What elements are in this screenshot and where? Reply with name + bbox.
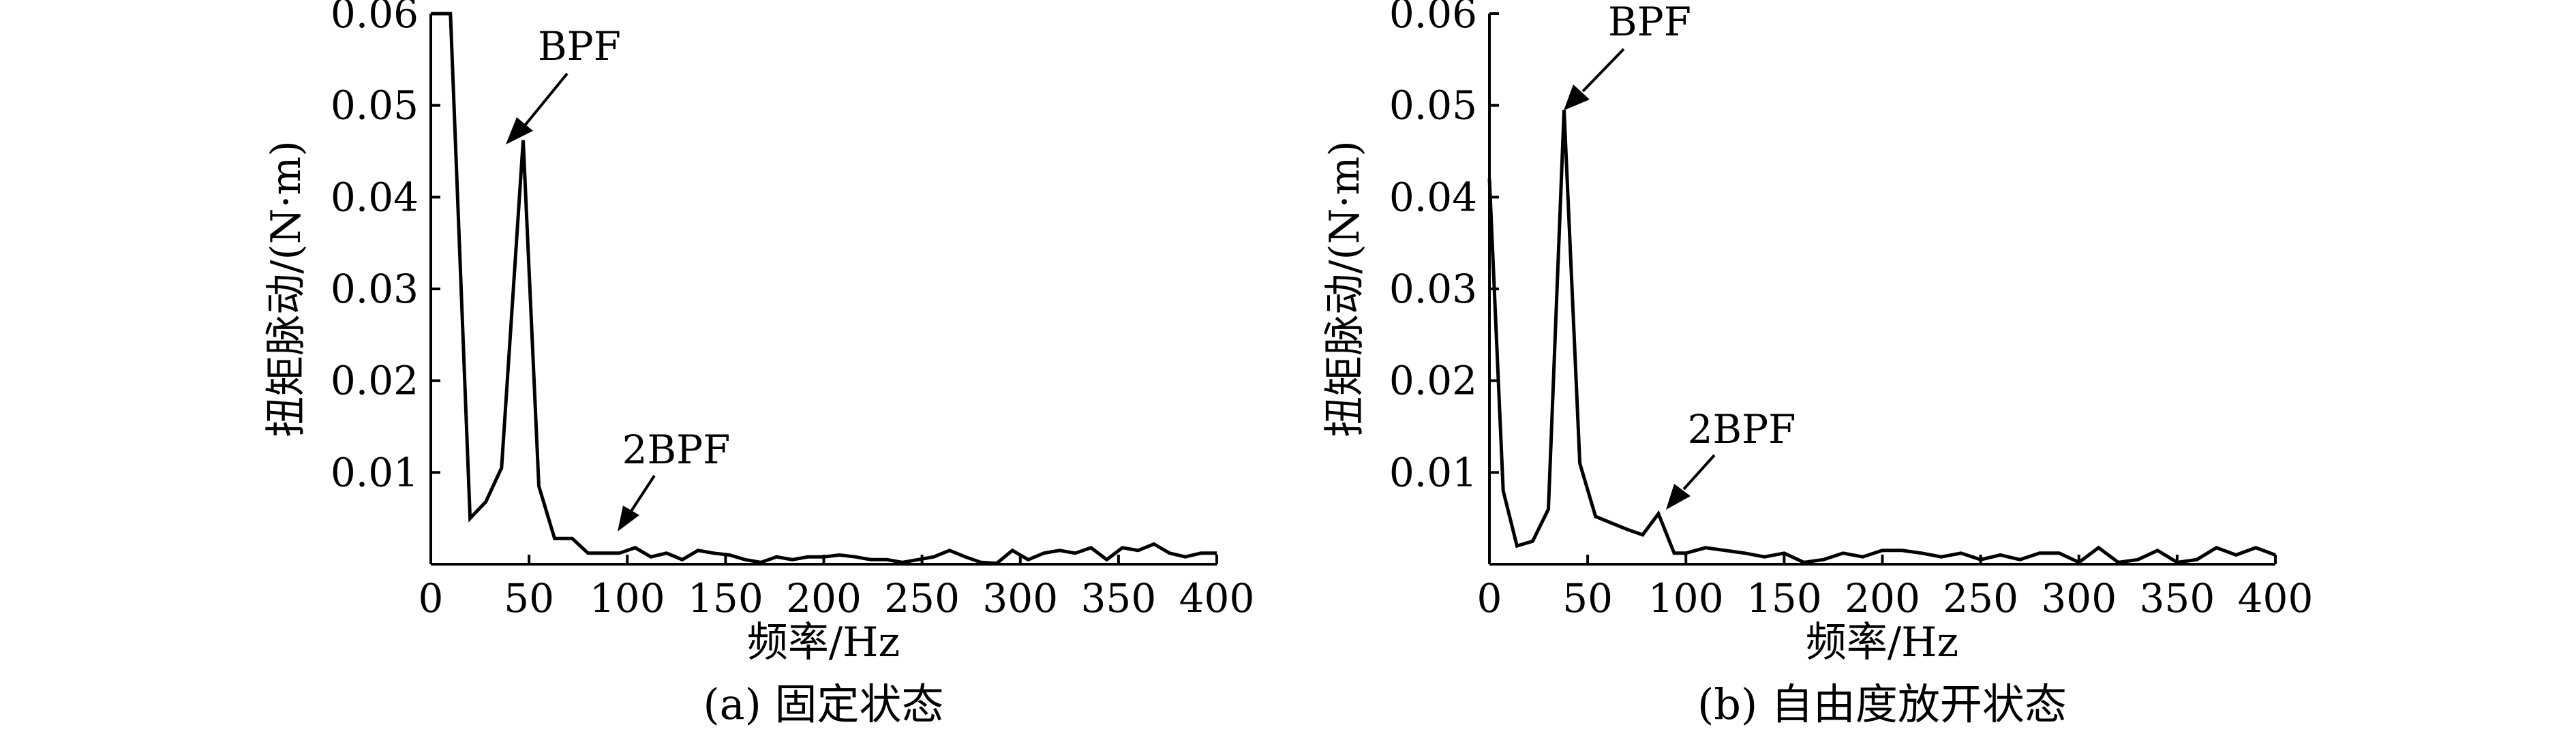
annotation-bpf: BPF [1564, 0, 1691, 110]
x-tick-label: 0 [419, 575, 444, 621]
y-tick-label: 0.04 [1389, 174, 1477, 220]
x-axis-label: 频率/Hz [1806, 619, 1958, 666]
annotation-2bpf: 2BPF [1666, 406, 1795, 510]
x-tick-label: 0 [1477, 575, 1502, 621]
annotation-2bpf-arrowhead [618, 506, 639, 531]
x-tick-label: 50 [1562, 575, 1613, 621]
x-ticks: 0 50 100 150 200 250 300 350 400 [419, 555, 1255, 621]
x-tick-label: 100 [590, 575, 665, 621]
panel-a: 0.01 0.02 0.03 0.04 0.05 0.06 0 50 100 150 200 250… [262, 0, 1254, 729]
y-tick-label: 0.04 [331, 174, 419, 220]
y-tick-label: 0.01 [1389, 449, 1477, 495]
y-tick-label: 0.01 [331, 449, 419, 495]
annotation-bpf-arrowhead [1564, 84, 1590, 110]
panel-b: 0.01 0.02 0.03 0.04 0.05 0.06 0 50 100 150 200 250… [1321, 0, 2313, 729]
x-tick-label: 50 [504, 575, 554, 621]
y-axis-label: 扭矩脉动/(N·m) [1321, 140, 1369, 437]
x-tick-label: 200 [786, 575, 862, 621]
x-tick-label: 250 [1943, 575, 2018, 621]
annotation-bpf-label: BPF [538, 23, 621, 70]
y-tick-label: 0.05 [1389, 82, 1477, 129]
annotation-2bpf-label: 2BPF [1688, 406, 1796, 452]
panel-a-caption: (a) 固定状态 [703, 679, 943, 729]
y-tick-label: 0.02 [331, 358, 419, 404]
y-axis-label: 扭矩脉动/(N·m) [262, 140, 310, 437]
x-ticks: 0 50 100 150 200 250 300 350 400 [1477, 555, 2314, 621]
annotation-2bpf: 2BPF [618, 427, 730, 531]
series-line [1487, 110, 2276, 565]
x-tick-label: 350 [2140, 575, 2215, 621]
y-tick-label: 0.05 [331, 82, 419, 129]
annotation-2bpf-arrowhead [1666, 484, 1691, 510]
y-tick-label: 0.06 [1389, 0, 1477, 37]
x-tick-label: 200 [1845, 575, 1920, 621]
x-axis-label: 频率/Hz [747, 619, 900, 666]
x-tick-label: 400 [1179, 575, 1255, 621]
x-tick-label: 300 [982, 575, 1058, 621]
x-tick-label: 400 [2238, 575, 2314, 621]
y-ticks: 0.01 0.02 0.03 0.04 0.05 0.06 [1389, 0, 1499, 495]
y-tick-label: 0.06 [331, 0, 419, 37]
x-tick-label: 250 [884, 575, 960, 621]
annotation-bpf-label: BPF [1608, 0, 1691, 45]
x-tick-label: 150 [688, 575, 763, 621]
x-tick-label: 150 [1746, 575, 1822, 621]
y-tick-label: 0.03 [331, 266, 419, 312]
annotation-bpf-arrow [1581, 48, 1625, 93]
y-tick-label: 0.02 [1389, 358, 1477, 404]
panel-b-caption: (b) 自由度放开状态 [1697, 679, 2067, 729]
x-tick-label: 350 [1081, 575, 1157, 621]
annotation-bpf-arrow [524, 72, 569, 127]
annotation-2bpf-label: 2BPF [622, 427, 731, 473]
y-tick-label: 0.03 [1389, 266, 1477, 312]
annotation-bpf: BPF [506, 23, 621, 144]
annotation-2bpf-arrow [630, 474, 656, 512]
annotation-bpf-arrowhead [506, 117, 533, 144]
x-tick-label: 100 [1648, 575, 1724, 621]
x-tick-label: 300 [2041, 575, 2117, 621]
annotation-2bpf-arrow [1682, 454, 1716, 491]
series-line [431, 12, 1217, 566]
y-ticks: 0.01 0.02 0.03 0.04 0.05 0.06 [331, 0, 440, 495]
